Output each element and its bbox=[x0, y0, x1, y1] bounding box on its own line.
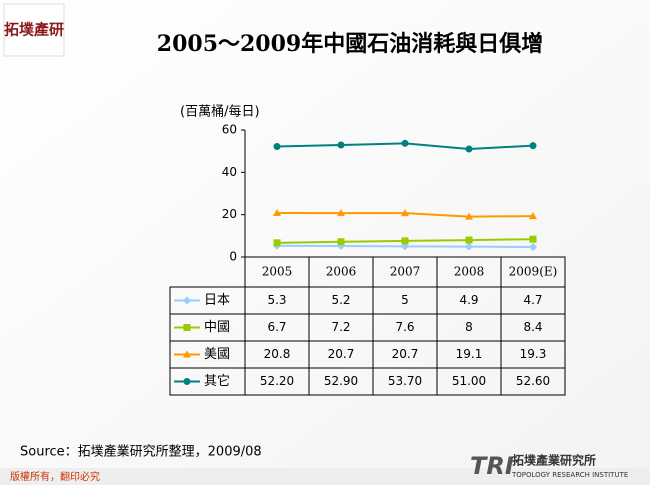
x-tick-label: 2007 bbox=[390, 265, 421, 279]
table-value: 19.1 bbox=[456, 347, 483, 361]
source: Source：拓墣產業研究所整理，2009/08 bbox=[20, 444, 262, 460]
marker bbox=[401, 237, 409, 245]
legend-label: 中國 bbox=[204, 320, 230, 335]
marker bbox=[465, 236, 473, 244]
marker bbox=[273, 143, 281, 151]
marker bbox=[183, 296, 191, 305]
table-value: 8 bbox=[465, 320, 473, 334]
y-tick-label: 20 bbox=[222, 207, 237, 221]
y-tick-label: 40 bbox=[222, 165, 237, 179]
table-value: 52.60 bbox=[516, 374, 550, 388]
marker bbox=[337, 238, 345, 246]
marker bbox=[465, 145, 473, 153]
table-value: 20.7 bbox=[392, 347, 419, 361]
table-value: 20.8 bbox=[264, 347, 291, 361]
x-tick-label: 2008 bbox=[454, 265, 485, 279]
logo-mark: TRI bbox=[470, 452, 514, 480]
table-value: 4.7 bbox=[523, 293, 542, 307]
x-tick-label: 2005 bbox=[262, 265, 293, 279]
chart: 0 20 40 60 2005 2006 2007 2008 2009(E) 日本 5.3 5.2 5 4… bbox=[169, 123, 566, 396]
table-value: 5 bbox=[401, 293, 409, 307]
footer-bar bbox=[0, 468, 650, 485]
y-tick-label: 0 bbox=[229, 250, 237, 264]
marker bbox=[401, 242, 409, 251]
marker bbox=[401, 209, 409, 217]
logo-name: 拓墣產業研究所 bbox=[512, 453, 596, 468]
table-value: 51.00 bbox=[452, 374, 486, 388]
table-value: 20.7 bbox=[328, 347, 355, 361]
marker bbox=[529, 235, 537, 243]
logo-english: TOPOLOGY RESEARCH INSTITUTE bbox=[511, 471, 628, 479]
marker bbox=[465, 242, 473, 251]
table-value: 7.6 bbox=[395, 320, 414, 334]
table-value: 4.9 bbox=[459, 293, 478, 307]
marker bbox=[273, 208, 281, 216]
marker bbox=[273, 239, 281, 247]
table-value: 53.70 bbox=[388, 374, 422, 388]
legend-label: 美國 bbox=[204, 347, 230, 362]
legend-label: 日本 bbox=[204, 293, 230, 308]
y-tick-label: 60 bbox=[222, 123, 237, 137]
chart-title: 2005～2009年中國石油消耗與日俱增 bbox=[157, 31, 543, 57]
table-value: 19.3 bbox=[520, 347, 547, 361]
marker bbox=[337, 141, 345, 149]
marker bbox=[183, 350, 191, 358]
marker bbox=[183, 324, 191, 331]
x-tick-label: 2006 bbox=[326, 265, 357, 279]
marker bbox=[401, 139, 409, 147]
marker bbox=[465, 212, 473, 220]
y-axis-label: (百萬桶/每日) bbox=[180, 104, 260, 120]
marker bbox=[183, 378, 191, 385]
table-value: 6.7 bbox=[267, 320, 286, 334]
corner-logo-box bbox=[3, 3, 65, 57]
table-value: 52.20 bbox=[260, 374, 294, 388]
footer: 版權所有，翻印必究 bbox=[10, 470, 100, 483]
table-value: 8.4 bbox=[523, 320, 542, 334]
table-value: 5.3 bbox=[267, 293, 286, 307]
marker bbox=[529, 142, 537, 150]
table-value: 52.90 bbox=[324, 374, 358, 388]
marker bbox=[529, 212, 537, 220]
corner-logo: 拓墣產研 bbox=[4, 21, 64, 39]
legend-label: 其它 bbox=[204, 373, 230, 389]
marker bbox=[337, 209, 345, 217]
x-tick-label: 2009(E) bbox=[509, 265, 558, 279]
marker bbox=[529, 243, 537, 252]
table-value: 7.2 bbox=[331, 320, 350, 334]
table-value: 5.2 bbox=[331, 293, 350, 307]
